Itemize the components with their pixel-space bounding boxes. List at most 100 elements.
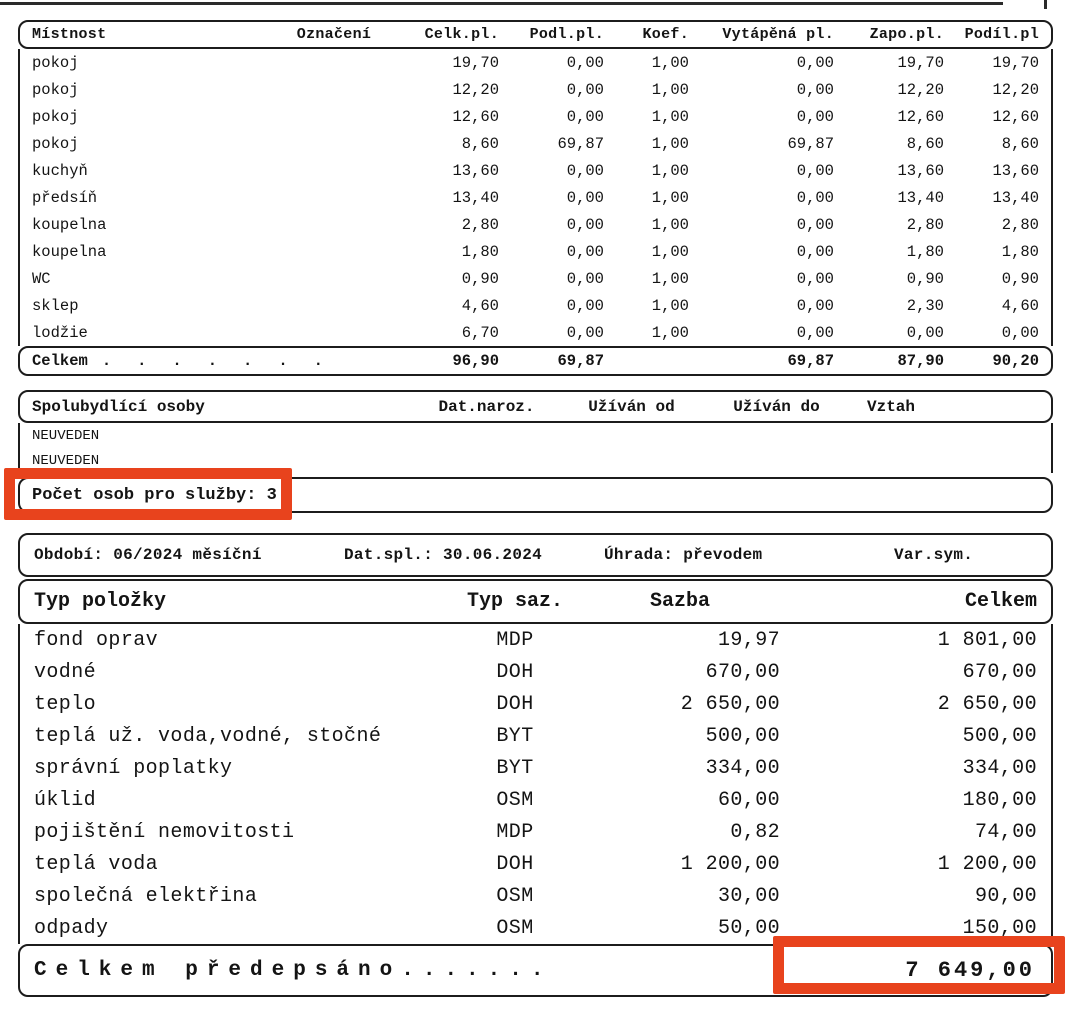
billing-row: společná elektřina OSM 30,00 90,00 (20, 880, 1051, 912)
billing-table-body: fond oprav MDP 19,97 1 801,00 vodné DOH 670,0… (18, 624, 1053, 944)
billing-row: teplo DOH 2 650,00 2 650,00 (20, 688, 1051, 720)
total-podil-pl: 90,20 (992, 352, 1039, 370)
occupant-row: NEUVEDEN (20, 448, 1051, 473)
room-row: lodžie 6,70 0,00 1,00 0,00 0,00 0,00 (20, 319, 1051, 346)
room-name-cell: pokoj (32, 80, 79, 99)
occupant-name-cell: NEUVEDEN (32, 427, 100, 444)
column-header-typ-polozky: Typ položky (34, 590, 167, 613)
koef-cell: 1,00 (651, 323, 689, 342)
vytapena-pl-cell: 0,00 (796, 242, 834, 261)
item-name-cell: odpady (34, 916, 109, 940)
room-row: koupelna 2,80 0,00 1,00 0,00 2,80 2,80 (20, 211, 1051, 238)
vytapena-pl-cell: 0,00 (796, 80, 834, 99)
celk-pl-cell: 1,80 (461, 242, 499, 261)
rooms-total-label: Celkem....... (32, 352, 349, 370)
podl-pl-cell: 0,00 (566, 215, 604, 234)
billing-row: správní poplatky BYT 334,00 334,00 (20, 752, 1051, 784)
total-podl-pl: 69,87 (557, 352, 604, 370)
zapo-pl-cell: 2,30 (906, 296, 944, 315)
rate-type-cell: MDP (496, 628, 534, 652)
column-header-zapo-pl: Zapo.pl. (869, 26, 944, 43)
podil-pl-cell: 2,80 (1001, 215, 1039, 234)
dot-leader: ....... (101, 352, 349, 370)
room-name-cell: předsíň (32, 188, 98, 207)
room-row: pokoj 19,70 0,00 1,00 0,00 19,70 19,70 (20, 49, 1051, 76)
occupants-table-body: NEUVEDEN NEUVEDEN (18, 423, 1053, 473)
room-name-cell: koupelna (32, 242, 107, 261)
column-header-oznaceni: Označení (296, 26, 372, 43)
room-name-cell: pokoj (32, 107, 79, 126)
page-top-partial-tick (1044, 0, 1047, 9)
billing-table-header: Typ položky Typ saz. Sazba Celkem (18, 579, 1053, 624)
billing-total-label: Celkem předepsáno....... (34, 959, 553, 982)
zapo-pl-cell: 19,70 (897, 53, 944, 72)
billing-row: teplá už. voda,vodné, stočné BYT 500,00 500… (20, 720, 1051, 752)
column-header-uzivan-od: Užíván od (588, 397, 675, 416)
celk-pl-cell: 13,40 (452, 188, 499, 207)
rate-type-cell: BYT (496, 724, 534, 748)
column-header-dat-naroz: Dat.naroz. (438, 397, 535, 416)
zapo-pl-cell: 13,40 (897, 188, 944, 207)
rate-type-cell: OSM (496, 884, 534, 908)
zapo-pl-cell: 12,60 (897, 107, 944, 126)
rate-type-cell: MDP (496, 820, 534, 844)
podil-pl-cell: 13,40 (992, 188, 1039, 207)
billing-info-row: Období: 06/2024 měsíční Dat.spl.: 30.06.… (18, 533, 1053, 577)
zapo-pl-cell: 1,80 (906, 242, 944, 261)
rate-type-cell: DOH (496, 852, 534, 876)
celk-pl-cell: 2,80 (461, 215, 499, 234)
billing-row: teplá voda DOH 1 200,00 1 200,00 (20, 848, 1051, 880)
celk-pl-cell: 13,60 (452, 161, 499, 180)
vytapena-pl-cell: 0,00 (796, 53, 834, 72)
room-name-cell: kuchyň (32, 161, 88, 180)
rate-cell: 2 650,00 (680, 692, 780, 716)
column-header-podil-pl: Podíl.pl (964, 26, 1039, 43)
podil-pl-cell: 4,60 (1001, 296, 1039, 315)
koef-cell: 1,00 (651, 53, 689, 72)
celk-pl-cell: 19,70 (452, 53, 499, 72)
column-header-celkem: Celkem (964, 590, 1037, 613)
room-row: WC 0,90 0,00 1,00 0,00 0,90 0,90 (20, 265, 1051, 292)
podil-pl-cell: 12,20 (992, 80, 1039, 99)
column-header-spolubydlici: Spolubydlící osoby (32, 397, 205, 416)
amount-cell: 150,00 (962, 916, 1037, 940)
room-row: předsíň 13,40 0,00 1,00 0,00 13,40 13,40 (20, 184, 1051, 211)
column-header-sazba: Sazba (649, 590, 710, 613)
koef-cell: 1,00 (651, 107, 689, 126)
podil-pl-cell: 19,70 (992, 53, 1039, 72)
rate-cell: 0,82 (730, 820, 780, 844)
room-name-cell: WC (32, 269, 51, 288)
room-row: pokoj 12,60 0,00 1,00 0,00 12,60 12,60 (20, 103, 1051, 130)
rooms-table-body: pokoj 19,70 0,00 1,00 0,00 19,70 19,70 pokoj 12… (18, 49, 1053, 346)
zapo-pl-cell: 2,80 (906, 215, 944, 234)
koef-cell: 1,00 (651, 188, 689, 207)
item-name-cell: společná elektřina (34, 884, 258, 908)
rate-type-cell: DOH (496, 692, 534, 716)
column-header-celk-pl: Celk.pl. (424, 26, 499, 43)
amount-cell: 74,00 (974, 820, 1037, 844)
room-row: kuchyň 13,60 0,00 1,00 0,00 13,60 13,60 (20, 157, 1051, 184)
billing-payment-method-text: Úhrada: převodem (604, 546, 763, 564)
occupant-row: NEUVEDEN (20, 423, 1051, 448)
column-header-koef: Koef. (642, 26, 689, 43)
koef-cell: 1,00 (651, 269, 689, 288)
podl-pl-cell: 0,00 (566, 269, 604, 288)
zapo-pl-cell: 8,60 (906, 134, 944, 153)
item-name-cell: teplá už. voda,vodné, stočné (34, 724, 382, 748)
item-name-cell: správní poplatky (34, 756, 233, 780)
occupants-table: Spolubydlící osoby Dat.naroz. Užíván od … (18, 390, 1053, 513)
zapo-pl-cell: 13,60 (897, 161, 944, 180)
rate-cell: 670,00 (705, 660, 780, 684)
billing-row: odpady OSM 50,00 150,00 (20, 912, 1051, 944)
billing-total-value: 7 649,00 (905, 958, 1035, 983)
zapo-pl-cell: 12,20 (897, 80, 944, 99)
occupants-table-header: Spolubydlící osoby Dat.naroz. Užíván od … (18, 390, 1053, 423)
vytapena-pl-cell: 0,00 (796, 269, 834, 288)
column-header-vztah: Vztah (867, 397, 916, 416)
rate-type-cell: DOH (496, 660, 534, 684)
rate-type-cell: BYT (496, 756, 534, 780)
column-header-uzivan-do: Užíván do (733, 397, 820, 416)
billing-due-date-text: Dat.spl.: 30.06.2024 (344, 546, 543, 564)
rooms-table: Místnost Označení Celk.pl. Podl.pl. Koef… (18, 20, 1053, 376)
rate-cell: 19,97 (717, 628, 780, 652)
